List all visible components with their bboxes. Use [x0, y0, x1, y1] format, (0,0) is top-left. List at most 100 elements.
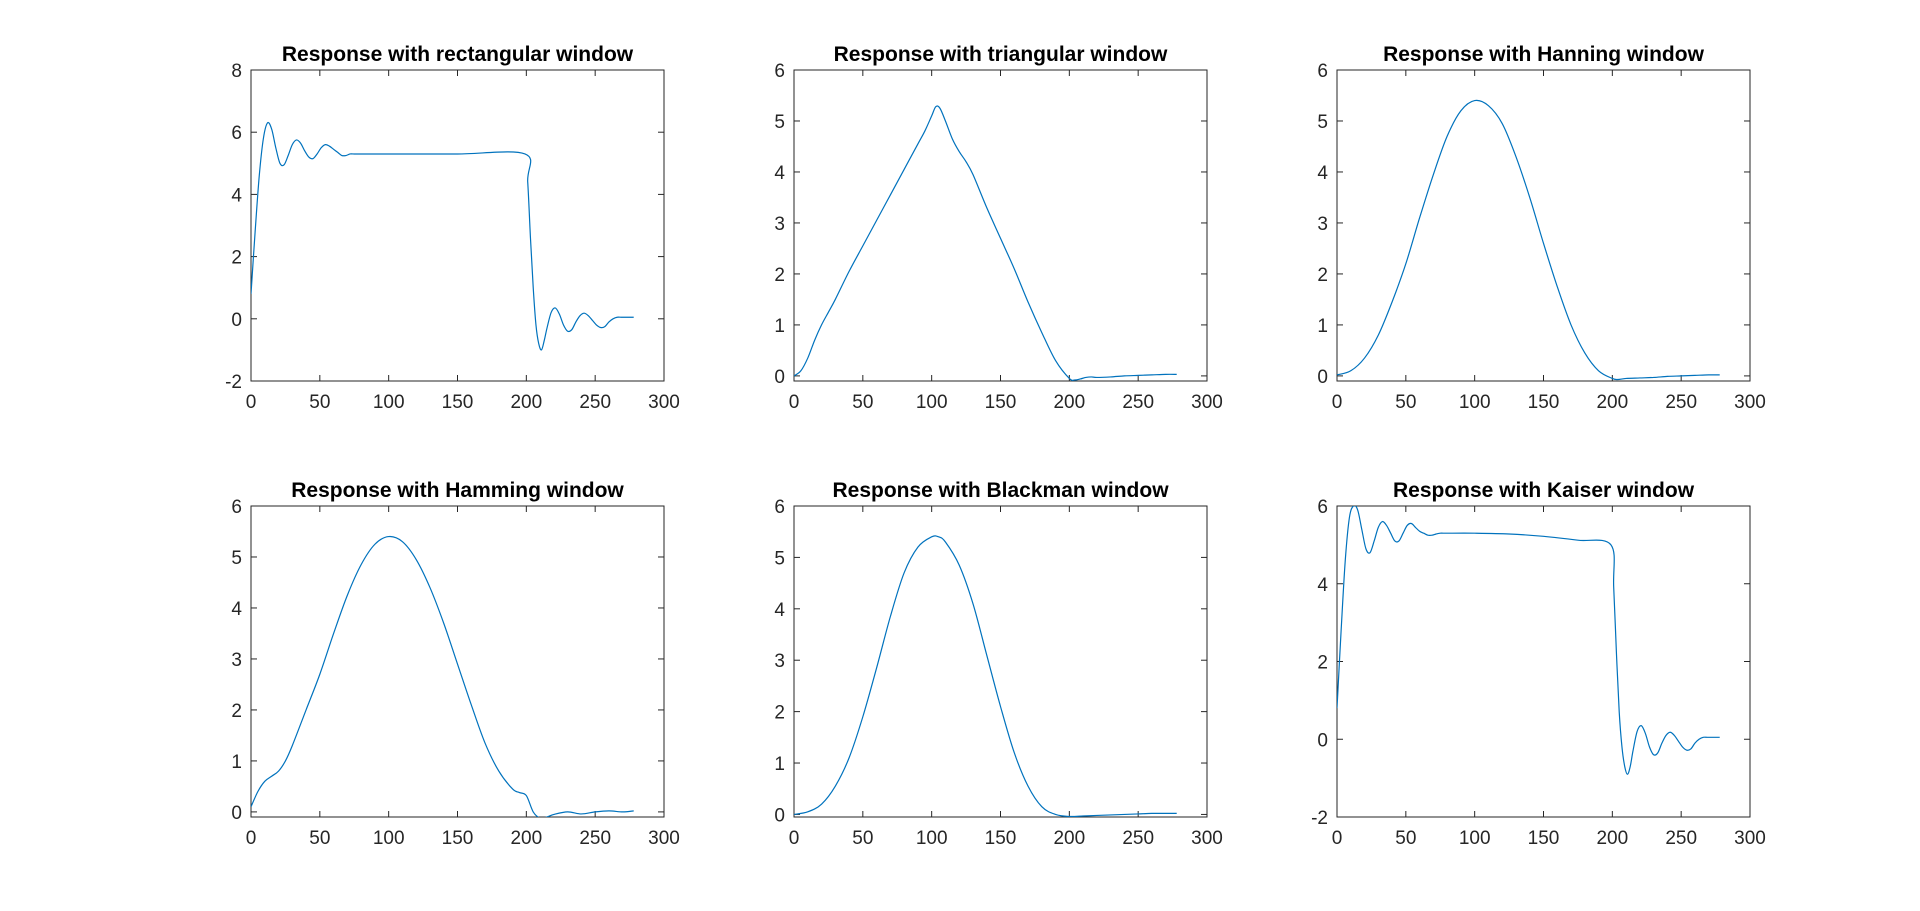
axes-box	[1336, 69, 1751, 382]
y-tick-label: 0	[231, 310, 242, 331]
x-tick-label: 0	[1332, 828, 1343, 849]
x-tick-label: 100	[916, 392, 948, 413]
y-tick-label: 2	[231, 248, 242, 269]
y-tick-label: 4	[1317, 575, 1328, 596]
x-tick-label: 0	[246, 828, 257, 849]
y-tick-label: 6	[774, 61, 785, 82]
x-tick-label: 50	[1395, 392, 1416, 413]
y-tick-label: 3	[774, 651, 785, 672]
x-tick-label: 100	[373, 828, 405, 849]
y-tick-label: 4	[774, 600, 785, 621]
y-tick-label: 2	[774, 265, 785, 286]
chart-title: Response with Blackman window	[832, 479, 1169, 502]
x-tick-label: 50	[309, 828, 330, 849]
y-tick-label: 4	[774, 163, 785, 184]
x-tick-label: 150	[985, 828, 1017, 849]
x-tick-label: 250	[579, 392, 611, 413]
y-tick-label: 5	[774, 548, 785, 569]
x-tick-label: 250	[1122, 828, 1154, 849]
x-tick-label: 250	[1122, 392, 1154, 413]
y-tick-label: 2	[231, 701, 242, 722]
subplot-1: Response with rectangular window 0 50 100 15…	[225, 43, 680, 413]
x-tick-label: 150	[442, 392, 474, 413]
axes-box	[793, 69, 1208, 382]
x-tick-label: 200	[510, 828, 542, 849]
x-tick-label: 200	[510, 392, 542, 413]
x-tick-label: 150	[442, 828, 474, 849]
y-tick-label: 6	[231, 123, 242, 144]
y-tick-label: 0	[774, 367, 785, 388]
chart-title: Response with Kaiser window	[1393, 479, 1695, 502]
subplot-3: Response with Hanning window 0 50 100 150 200…	[1317, 43, 1765, 413]
series-line	[251, 535, 634, 817]
x-tick-label: 300	[1734, 828, 1766, 849]
x-tick-label: 50	[1395, 828, 1416, 849]
series-line	[1337, 99, 1720, 381]
y-tick-label: 6	[231, 497, 242, 518]
y-tick-label: 4	[1317, 163, 1328, 184]
y-tick-label: 1	[774, 316, 785, 337]
x-tick-label: 100	[373, 392, 405, 413]
y-tick-label: 1	[231, 752, 242, 773]
x-tick-label: 300	[1191, 392, 1223, 413]
x-tick-label: 250	[1665, 392, 1697, 413]
y-tick-label: 6	[1317, 497, 1328, 518]
x-tick-label: 200	[1053, 828, 1085, 849]
chart-title: Response with triangular window	[834, 43, 1168, 66]
x-tick-label: 100	[1459, 392, 1491, 413]
x-tick-label: 300	[648, 828, 680, 849]
y-tick-label: 2	[774, 703, 785, 724]
x-tick-label: 0	[246, 392, 257, 413]
x-tick-label: 150	[1528, 392, 1560, 413]
x-tick-label: 200	[1053, 392, 1085, 413]
y-tick-label: -2	[225, 372, 242, 393]
series-line	[794, 535, 1177, 817]
series-line	[251, 121, 634, 351]
x-tick-label: 0	[789, 392, 800, 413]
chart-title: Response with Hanning window	[1383, 43, 1705, 66]
y-tick-label: 4	[231, 185, 242, 206]
series-line	[1337, 506, 1720, 775]
x-tick-label: 50	[852, 392, 873, 413]
x-tick-label: 200	[1596, 828, 1628, 849]
x-tick-label: 200	[1596, 392, 1628, 413]
x-tick-label: 250	[1665, 828, 1697, 849]
y-tick-label: 0	[1317, 730, 1328, 751]
subplot-6: Response with Kaiser window 0 50 100 150 200 2…	[1311, 479, 1766, 849]
y-tick-label: -2	[1311, 808, 1328, 829]
y-tick-label: 8	[231, 61, 242, 82]
y-tick-label: 1	[774, 754, 785, 775]
x-tick-label: 0	[1332, 392, 1343, 413]
axes-box	[250, 505, 665, 818]
y-tick-label: 0	[231, 803, 242, 824]
x-tick-label: 50	[309, 392, 330, 413]
y-tick-label: 0	[774, 805, 785, 826]
y-tick-label: 5	[1317, 112, 1328, 133]
x-tick-label: 100	[916, 828, 948, 849]
x-tick-label: 300	[1191, 828, 1223, 849]
y-tick-label: 2	[1317, 265, 1328, 286]
y-tick-label: 4	[231, 599, 242, 620]
x-tick-label: 250	[579, 828, 611, 849]
y-tick-label: 3	[774, 214, 785, 235]
x-tick-label: 100	[1459, 828, 1491, 849]
x-tick-label: 0	[789, 828, 800, 849]
y-tick-label: 5	[231, 548, 242, 569]
x-tick-label: 300	[648, 392, 680, 413]
series-line	[794, 105, 1177, 381]
x-tick-label: 150	[1528, 828, 1560, 849]
axes-box	[1336, 505, 1751, 818]
chart-title: Response with Hamming window	[291, 479, 624, 502]
axes-box	[793, 505, 1208, 818]
y-tick-label: 5	[774, 112, 785, 133]
x-tick-label: 150	[985, 392, 1017, 413]
y-tick-label: 2	[1317, 653, 1328, 674]
y-tick-label: 3	[1317, 214, 1328, 235]
y-tick-label: 6	[1317, 61, 1328, 82]
chart-title: Response with rectangular window	[282, 43, 634, 66]
y-tick-label: 3	[231, 650, 242, 671]
